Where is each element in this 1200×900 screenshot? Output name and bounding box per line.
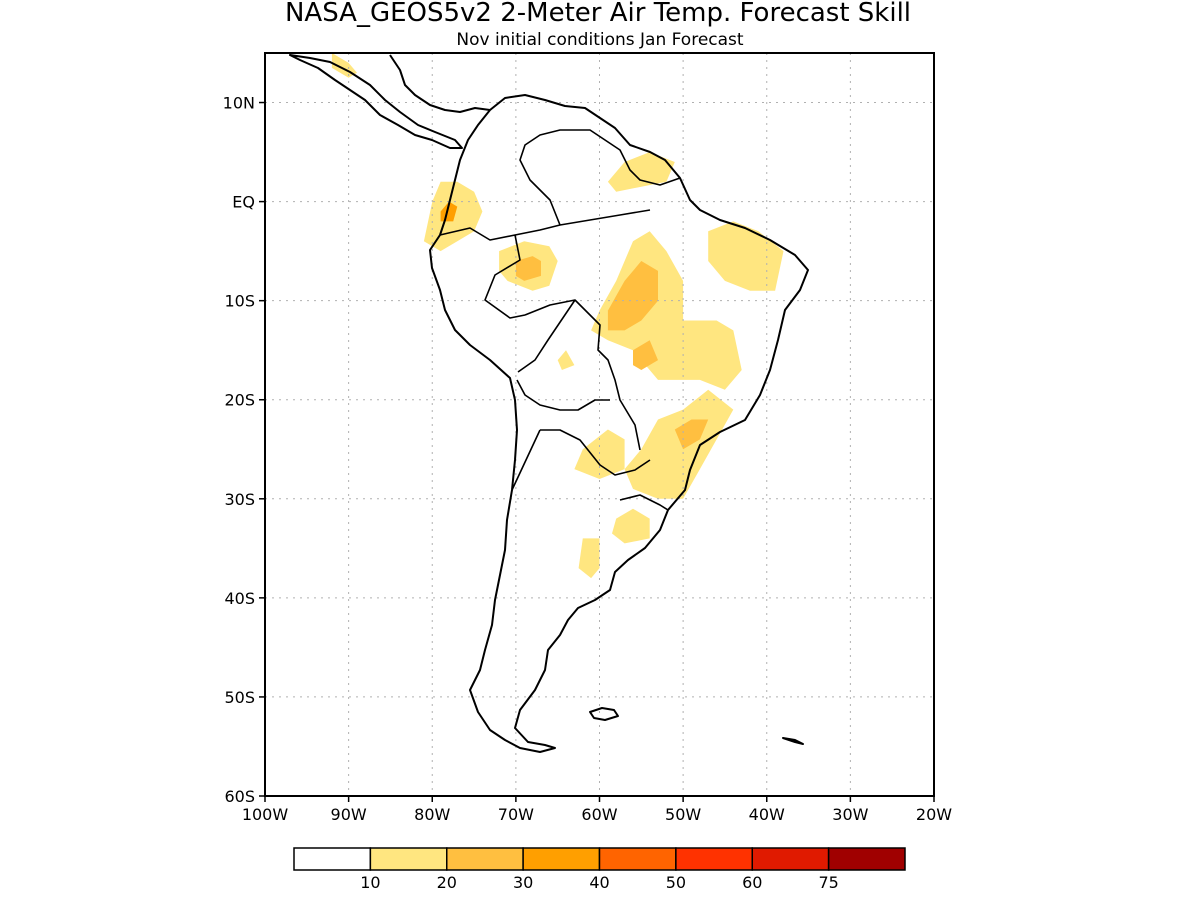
colorbar-swatch: [598, 847, 677, 871]
skill-region-ecuador-core: [440, 201, 458, 222]
colorbar-swatch: [675, 847, 753, 871]
x-tick-label: 40W: [749, 805, 785, 824]
colorbar-swatch: [293, 847, 372, 871]
colorbar-level-label: 75: [818, 873, 838, 892]
falkland-islands: [589, 707, 619, 721]
skill-region-pampas: [578, 538, 600, 579]
skill-region-w-amazon-core: [515, 256, 541, 281]
colorbar-level-label: 50: [666, 873, 686, 892]
y-tick-label: 50S: [224, 688, 255, 707]
colorbar: 10 20 30 40 50 60 75: [293, 847, 906, 892]
y-tick-label: 40S: [224, 589, 255, 608]
x-tick-label: 60W: [581, 805, 617, 824]
skill-region-ne-brazil: [708, 221, 784, 291]
latitude-axis: 10N EQ 10S 20S 30S 40S 50S 60S: [223, 94, 265, 806]
y-tick-label: 20S: [224, 391, 255, 410]
colorbar-swatch: [446, 847, 524, 871]
colorbar-level-label: 10: [360, 873, 380, 892]
y-tick-label: 30S: [224, 490, 255, 509]
map-title: NASA_GEOS5v2 2-Meter Air Temp. Forecast …: [285, 0, 911, 28]
south-georgia-island: [782, 737, 804, 745]
colorbar-swatch: [751, 847, 830, 871]
national-borders: [439, 129, 681, 511]
colorbar-level-label: 20: [437, 873, 457, 892]
x-tick-label: 50W: [665, 805, 701, 824]
y-tick-label: 10N: [223, 94, 255, 113]
skill-region-bolivia: [557, 350, 575, 370]
central-america-coastline: [289, 54, 463, 149]
skill-region-se-brazil-core: [674, 419, 709, 450]
colorbar-swatch: [827, 847, 906, 871]
skill-region-paraguay-arg: [574, 429, 625, 479]
coastlines: [289, 54, 809, 753]
map-subtitle: Nov initial conditions Jan Forecast: [456, 30, 743, 50]
map-plot-area: [264, 52, 935, 797]
skill-region-uruguay: [612, 508, 650, 544]
skill-shading-layer: [331, 53, 784, 579]
longitude-axis: 100W 90W 80W 70W 60W 50W 40W 30W 20W: [242, 796, 952, 824]
y-tick-label: 10S: [224, 292, 255, 311]
x-tick-label: 70W: [498, 805, 534, 824]
caribbean-coastline: [389, 54, 491, 113]
x-tick-label: 90W: [331, 805, 367, 824]
south-america-coastline: [429, 94, 809, 753]
skill-region-se-brazil: [624, 389, 734, 499]
x-tick-label: 100W: [242, 805, 289, 824]
x-tick-label: 80W: [414, 805, 450, 824]
skill-region-central-brazil-core: [607, 261, 658, 331]
y-tick-label: 60S: [224, 787, 255, 806]
colorbar-level-label: 40: [589, 873, 609, 892]
skill-region-mato-grosso-core: [633, 340, 658, 370]
skill-region-central-brazil: [591, 231, 742, 390]
colorbar-swatch: [522, 847, 601, 871]
colorbar-swatch: [369, 847, 448, 871]
y-tick-label: EQ: [232, 193, 255, 212]
colorbar-level-label: 30: [513, 873, 533, 892]
colorbar-level-label: 60: [742, 873, 762, 892]
skill-region-guianas: [607, 152, 675, 192]
x-tick-label: 20W: [916, 805, 952, 824]
x-tick-label: 30W: [832, 805, 868, 824]
